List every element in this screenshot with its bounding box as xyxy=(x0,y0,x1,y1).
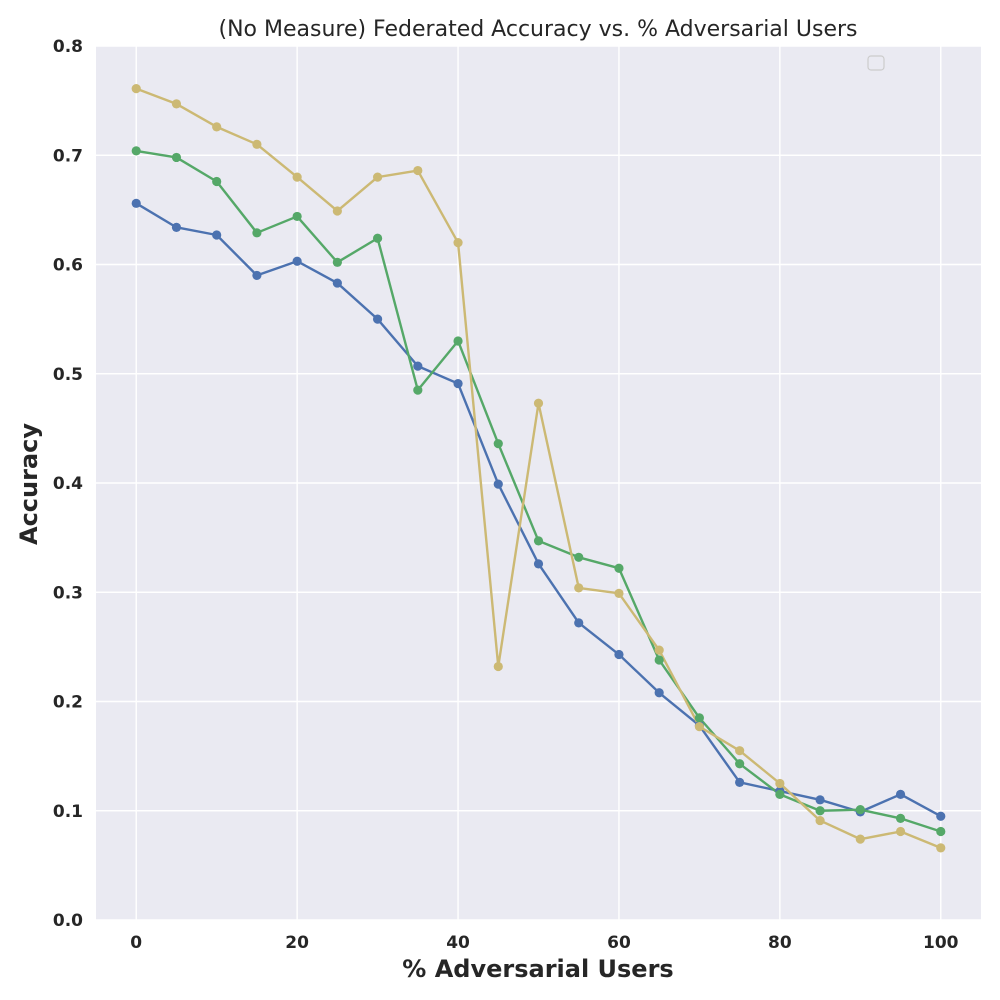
y-tick-label: 0.3 xyxy=(53,583,83,603)
data-point xyxy=(171,99,182,109)
data-point xyxy=(212,176,222,187)
data-point xyxy=(614,649,624,660)
data-point xyxy=(614,563,624,573)
y-tick-label: 0.6 xyxy=(53,256,83,276)
x-axis-label: % Adversarial Users xyxy=(402,955,673,983)
data-point xyxy=(654,645,664,655)
data-point xyxy=(292,211,302,222)
data-point xyxy=(131,198,141,208)
data-point xyxy=(493,479,503,489)
data-point xyxy=(855,805,865,815)
data-point xyxy=(212,230,222,240)
y-axis-label: Accuracy xyxy=(15,423,43,545)
data-point xyxy=(654,655,664,665)
data-point xyxy=(332,206,342,216)
data-point xyxy=(936,811,946,821)
data-point xyxy=(815,806,825,816)
series-points xyxy=(131,84,946,853)
x-tick-label: 60 xyxy=(607,933,631,953)
data-point xyxy=(372,314,383,324)
data-point xyxy=(574,618,584,628)
y-tick-label: 0.4 xyxy=(53,474,83,494)
data-point xyxy=(614,588,624,598)
x-tick-label: 0 xyxy=(130,933,142,953)
x-tick-label: 20 xyxy=(285,933,309,953)
y-tick-label: 0.2 xyxy=(53,693,83,713)
data-point xyxy=(292,172,302,182)
data-point xyxy=(895,789,906,799)
data-point xyxy=(453,336,463,346)
data-point xyxy=(453,378,463,389)
y-tick-label: 0.5 xyxy=(53,365,83,385)
data-point xyxy=(493,661,503,672)
data-point xyxy=(895,813,906,823)
data-point xyxy=(493,439,503,449)
data-point xyxy=(775,778,785,789)
data-point xyxy=(413,165,423,176)
y-tick-labels: 0.0 0.1 0.2 0.3 0.4 0.5 0.6 0.7 0.8 xyxy=(53,37,83,931)
data-point xyxy=(413,361,423,371)
data-point xyxy=(815,815,825,826)
data-point xyxy=(574,552,584,562)
data-point xyxy=(533,536,544,546)
chart-title: (No Measure) Federated Accuracy vs. % Ad… xyxy=(218,17,857,42)
data-point xyxy=(735,777,745,787)
data-point xyxy=(775,789,785,799)
data-point xyxy=(936,843,946,853)
data-point xyxy=(735,759,745,769)
data-point xyxy=(171,222,182,232)
data-point xyxy=(936,826,946,837)
legend-box xyxy=(867,55,885,71)
grid xyxy=(96,45,981,921)
x-tick-label: 40 xyxy=(446,933,470,953)
data-point xyxy=(533,398,544,408)
data-point xyxy=(694,713,705,723)
data-point xyxy=(212,122,222,132)
data-point xyxy=(171,152,182,163)
y-tick-label: 0.0 xyxy=(53,911,83,931)
data-point xyxy=(252,228,262,238)
data-point xyxy=(815,795,825,805)
x-tick-label: 80 xyxy=(768,933,792,953)
y-tick-label: 0.8 xyxy=(53,37,83,57)
data-point xyxy=(735,746,745,756)
y-tick-label: 0.7 xyxy=(53,146,83,166)
data-point xyxy=(131,146,141,156)
x-tick-label: 100 xyxy=(923,933,959,953)
data-point xyxy=(252,139,262,149)
data-point xyxy=(292,256,302,266)
data-point xyxy=(694,722,705,732)
data-point xyxy=(895,826,906,837)
data-point xyxy=(654,688,664,698)
x-tick-labels: 0 20 40 60 80 100 xyxy=(130,933,958,953)
data-point xyxy=(453,238,463,248)
data-point xyxy=(372,233,383,243)
data-point xyxy=(332,278,342,288)
y-tick-label: 0.1 xyxy=(53,802,83,822)
data-point xyxy=(332,257,342,267)
data-point xyxy=(252,270,262,281)
data-point xyxy=(131,84,141,94)
data-point xyxy=(413,385,423,395)
data-point xyxy=(855,834,865,844)
data-point xyxy=(533,559,544,569)
data-point xyxy=(574,583,584,593)
data-point xyxy=(372,172,383,182)
